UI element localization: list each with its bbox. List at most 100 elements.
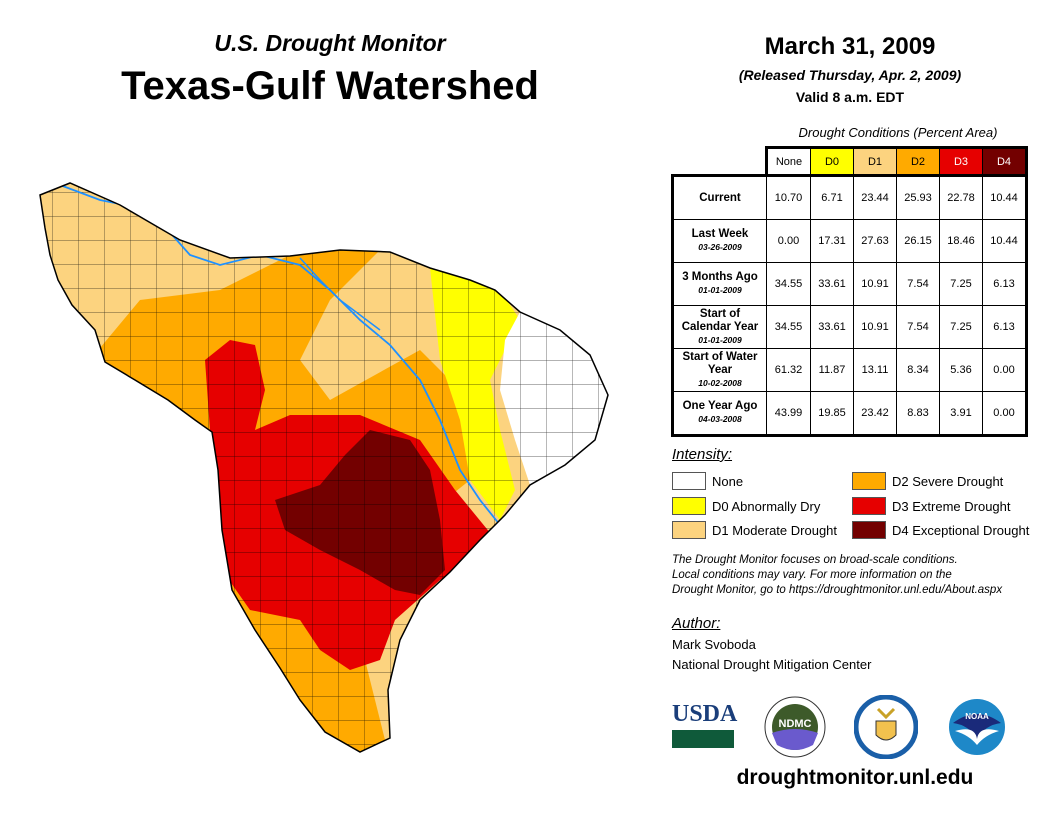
legend-label: D0 Abnormally Dry [712,498,821,514]
legend-swatch [852,497,886,515]
legend-label: D3 Extreme Drought [892,498,1011,514]
table-row: One Year Ago 04-03-2008 43.99 19.85 23.42 8.8… [671,391,1028,437]
table-cell: 10.91 [853,305,897,349]
author-name: Mark Svoboda [672,637,756,652]
table-cell: 43.99 [766,391,811,437]
disclaimer-note: The Drought Monitor focuses on broad-sca… [672,553,1052,598]
legend-swatch [672,497,706,515]
table-cell: 61.32 [766,348,811,392]
legend-item: D2 Severe Drought [852,472,1003,490]
table-cell: 7.25 [939,305,983,349]
row-label: Last Week 03-26-2009 [671,219,767,263]
website-url[interactable]: droughtmonitor.unl.edu [736,766,974,789]
watershed-map [39,182,609,753]
svg-text:NOAA: NOAA [965,712,989,721]
author-label: Author: [672,615,721,632]
legend-item: None [672,472,743,490]
legend-label: None [712,473,744,489]
table-cell: 10.70 [766,174,811,220]
table-cell: 27.63 [853,219,897,263]
legend-label: D4 Exceptional Drought [892,522,1030,538]
table-cell: 34.55 [766,305,811,349]
table-cell: 23.42 [853,391,897,437]
table-cell: 6.71 [810,174,854,220]
row-date: 04-03-2008 [698,414,742,424]
legend-swatch [672,521,706,539]
row-date: 03-26-2009 [698,242,742,252]
county-lines [40,183,608,752]
table-cell: 10.44 [982,174,1028,220]
table-cell: 0.00 [766,219,811,263]
table-cell: 8.34 [896,348,940,392]
author-org: National Drought Mitigation Center [672,657,872,672]
legend-swatch [852,472,886,490]
table-cell: 6.13 [982,262,1028,306]
row-label: Current [671,174,767,220]
table-cell: 7.25 [939,262,983,306]
row-label: Start of Water Year 10-02-2008 [671,348,767,392]
legend-title: Intensity: [672,446,733,463]
col-d1: D1 [853,146,897,176]
table-cell: 6.13 [982,305,1028,349]
note-line: Drought Monitor, go to https://droughtmo… [672,584,1003,596]
noaa-logo: NOAA [949,699,1005,755]
row-label: 3 Months Ago 01-01-2009 [671,262,767,306]
table-cell: 0.00 [982,348,1028,392]
table-cell: 19.85 [810,391,854,437]
legend-item: D3 Extreme Drought [852,497,1011,515]
table-cell: 33.61 [810,305,854,349]
table-row: 3 Months Ago 01-01-2009 34.55 33.61 10.91 7.5… [671,262,1028,306]
col-d4: D4 [982,146,1028,176]
note-line: The Drought Monitor focuses on broad-sca… [672,554,958,566]
map-subtitle: U.S. Drought Monitor [214,30,446,56]
table-cell: 10.91 [853,262,897,306]
row-label: One Year Ago 04-03-2008 [671,391,767,437]
col-d2: D2 [896,146,940,176]
col-d0: D0 [810,146,854,176]
table-cell: 34.55 [766,262,811,306]
table-cell: 17.31 [810,219,854,263]
drought-conditions-table: None D0 D1 D2 D3 D4 Current 10.70 6.71 23.4… [671,146,1028,437]
note-line: Local conditions may vary. For more info… [672,569,952,581]
table-cell: 5.36 [939,348,983,392]
table-cell: 10.44 [982,219,1028,263]
table-cell: 18.46 [939,219,983,263]
row-date: 01-01-2009 [698,285,742,295]
map-title: Texas-Gulf Watershed [121,64,539,108]
table-cell: 0.00 [982,391,1028,437]
legend-item: D0 Abnormally Dry [672,497,820,515]
legend-label: D2 Severe Drought [892,473,1004,489]
commerce-seal-logo [854,695,918,759]
river [299,257,381,331]
legend-swatch [672,472,706,490]
col-d3: D3 [939,146,983,176]
col-none: None [765,146,811,176]
table-row: Start of Water Year 10-02-2008 61.32 11.87 1… [671,348,1028,392]
row-date: 01-01-2009 [698,334,742,345]
table-cell: 13.11 [853,348,897,392]
table-row: Last Week 03-26-2009 0.00 17.31 27.63 26.15 18… [671,219,1028,263]
row-date: 10-02-2008 [698,377,742,388]
table-cell: 3.91 [939,391,983,437]
valid-time: Valid 8 a.m. EDT [795,89,905,105]
legend-item: D4 Exceptional Drought [852,521,1029,539]
table-cell: 26.15 [896,219,940,263]
table-row: Current 10.70 6.71 23.44 25.93 22.78 10.44 [671,174,1028,220]
table-caption: Drought Conditions (Percent Area) [798,125,998,140]
svg-text:NDMC: NDMC [779,718,812,730]
row-label: Start of Calendar Year 01-01-2009 [671,305,767,349]
map-date: March 31, 2009 [764,33,936,60]
table-cell: 25.93 [896,174,940,220]
table-cell: 22.78 [939,174,983,220]
table-cell: 11.87 [810,348,854,392]
table-cell: 7.54 [896,262,940,306]
table-cell: 8.83 [896,391,940,437]
legend-label: D1 Moderate Drought [712,522,838,538]
release-date: (Released Thursday, Apr. 2, 2009) [738,67,962,83]
table-cell: 23.44 [853,174,897,220]
usda-logo: USDA [672,695,737,759]
ndmc-logo: NDMC [764,696,826,758]
table-cell: 7.54 [896,305,940,349]
legend-swatch [852,521,886,539]
